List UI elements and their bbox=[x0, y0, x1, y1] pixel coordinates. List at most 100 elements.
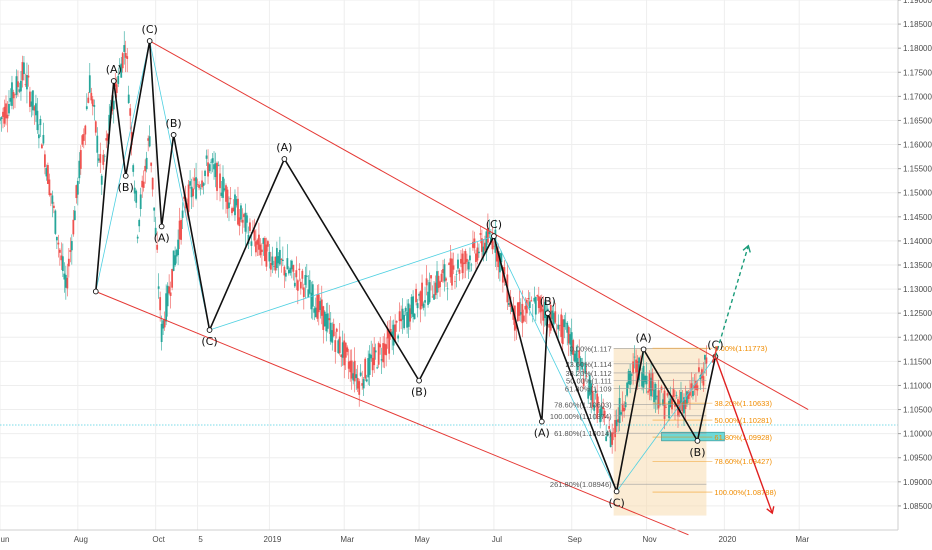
candle-body bbox=[545, 310, 548, 326]
candle-body bbox=[2, 111, 4, 118]
candle-body bbox=[195, 177, 197, 199]
candle-body bbox=[347, 361, 350, 369]
candle-body bbox=[527, 298, 530, 300]
candle-body bbox=[298, 268, 301, 271]
candle-body bbox=[60, 255, 63, 261]
candle-body bbox=[280, 258, 283, 260]
candle-body bbox=[328, 318, 331, 321]
candle-body bbox=[522, 315, 525, 322]
candle-body bbox=[457, 259, 459, 269]
candle-body bbox=[451, 258, 453, 286]
candle-body bbox=[533, 297, 536, 302]
candle-body bbox=[552, 312, 555, 325]
candle-body bbox=[548, 323, 551, 328]
candle-body bbox=[329, 322, 332, 342]
candle-body bbox=[597, 402, 600, 404]
candle-body bbox=[403, 314, 405, 329]
candle-body bbox=[172, 250, 175, 271]
candle-body bbox=[344, 342, 347, 358]
x-tick-label: 2019 bbox=[264, 535, 282, 544]
candle-body bbox=[419, 291, 422, 310]
candle-body bbox=[216, 162, 218, 191]
candle-body bbox=[516, 302, 519, 322]
candle-body bbox=[484, 242, 486, 251]
candle-body bbox=[0, 118, 1, 121]
candle-body bbox=[567, 326, 570, 344]
candle-body bbox=[9, 97, 12, 102]
candle-body bbox=[223, 188, 226, 191]
candle-body bbox=[452, 265, 455, 270]
candle-body bbox=[407, 303, 410, 327]
candle-body bbox=[671, 395, 673, 410]
candle-body bbox=[178, 220, 181, 240]
candle-body bbox=[367, 358, 370, 378]
candle-body bbox=[651, 372, 654, 391]
candle-body bbox=[415, 288, 417, 303]
candle-body bbox=[225, 185, 227, 202]
candle-body bbox=[689, 391, 691, 396]
candle-body bbox=[314, 307, 317, 318]
candle-body bbox=[698, 367, 700, 372]
candle-body bbox=[374, 350, 377, 353]
candle-body bbox=[644, 375, 646, 383]
wave-point bbox=[146, 38, 153, 44]
candle-body bbox=[246, 215, 248, 223]
y-tick-label: 1.09500 bbox=[903, 454, 932, 463]
candle-body bbox=[662, 399, 664, 406]
candle-body bbox=[45, 167, 48, 177]
candle-body bbox=[311, 284, 314, 307]
candle-body bbox=[481, 238, 483, 252]
candle-body bbox=[470, 264, 473, 266]
candle-body bbox=[575, 350, 578, 363]
candle-body bbox=[126, 56, 129, 59]
candle-body bbox=[313, 308, 316, 313]
candle-body bbox=[609, 432, 612, 447]
candle-body bbox=[469, 255, 471, 261]
candle-body bbox=[144, 165, 147, 172]
channel-lower-line bbox=[95, 291, 689, 536]
y-tick-label: 1.18000 bbox=[903, 44, 932, 53]
projection-arrowhead bbox=[766, 506, 775, 515]
candle-body bbox=[599, 408, 602, 423]
candle-body bbox=[249, 222, 251, 231]
candle-body bbox=[100, 175, 103, 185]
candle-body bbox=[44, 154, 46, 168]
candle-body bbox=[582, 378, 585, 387]
candle-body bbox=[17, 81, 19, 88]
candle-body bbox=[704, 354, 706, 360]
candle-body bbox=[413, 313, 416, 320]
candle-body bbox=[64, 274, 67, 288]
candle-body bbox=[654, 383, 657, 400]
candle-body bbox=[36, 110, 39, 131]
fib-retracement-label: 261.80%(1.08946) bbox=[550, 480, 612, 489]
x-tick-label: 2020 bbox=[718, 535, 736, 544]
candle-body bbox=[530, 300, 533, 302]
candle-body bbox=[563, 319, 566, 328]
candle-body bbox=[495, 246, 498, 262]
candle-body bbox=[29, 91, 31, 107]
candle-body bbox=[416, 303, 419, 309]
candle-body bbox=[650, 377, 652, 397]
candle-body bbox=[106, 134, 109, 141]
candle-body bbox=[259, 244, 262, 256]
candle-body bbox=[51, 195, 54, 204]
wave-label: (A) bbox=[636, 331, 652, 344]
candle-body bbox=[115, 84, 118, 94]
candle-body bbox=[289, 267, 292, 273]
x-tick-label: Oct bbox=[152, 535, 165, 544]
candle-body bbox=[358, 381, 361, 395]
candle-body bbox=[166, 285, 169, 307]
candle-body bbox=[455, 274, 458, 275]
candle-body bbox=[243, 214, 245, 218]
candle-body bbox=[543, 301, 546, 318]
candle-body bbox=[141, 180, 144, 188]
candle-body bbox=[681, 400, 684, 412]
candle-body bbox=[437, 275, 440, 289]
candle-body bbox=[669, 398, 672, 408]
candle-body bbox=[226, 189, 229, 209]
candle-body bbox=[401, 308, 404, 320]
candle-body bbox=[310, 292, 313, 310]
y-tick-label: 1.16000 bbox=[903, 141, 932, 150]
candle-body bbox=[193, 178, 196, 181]
